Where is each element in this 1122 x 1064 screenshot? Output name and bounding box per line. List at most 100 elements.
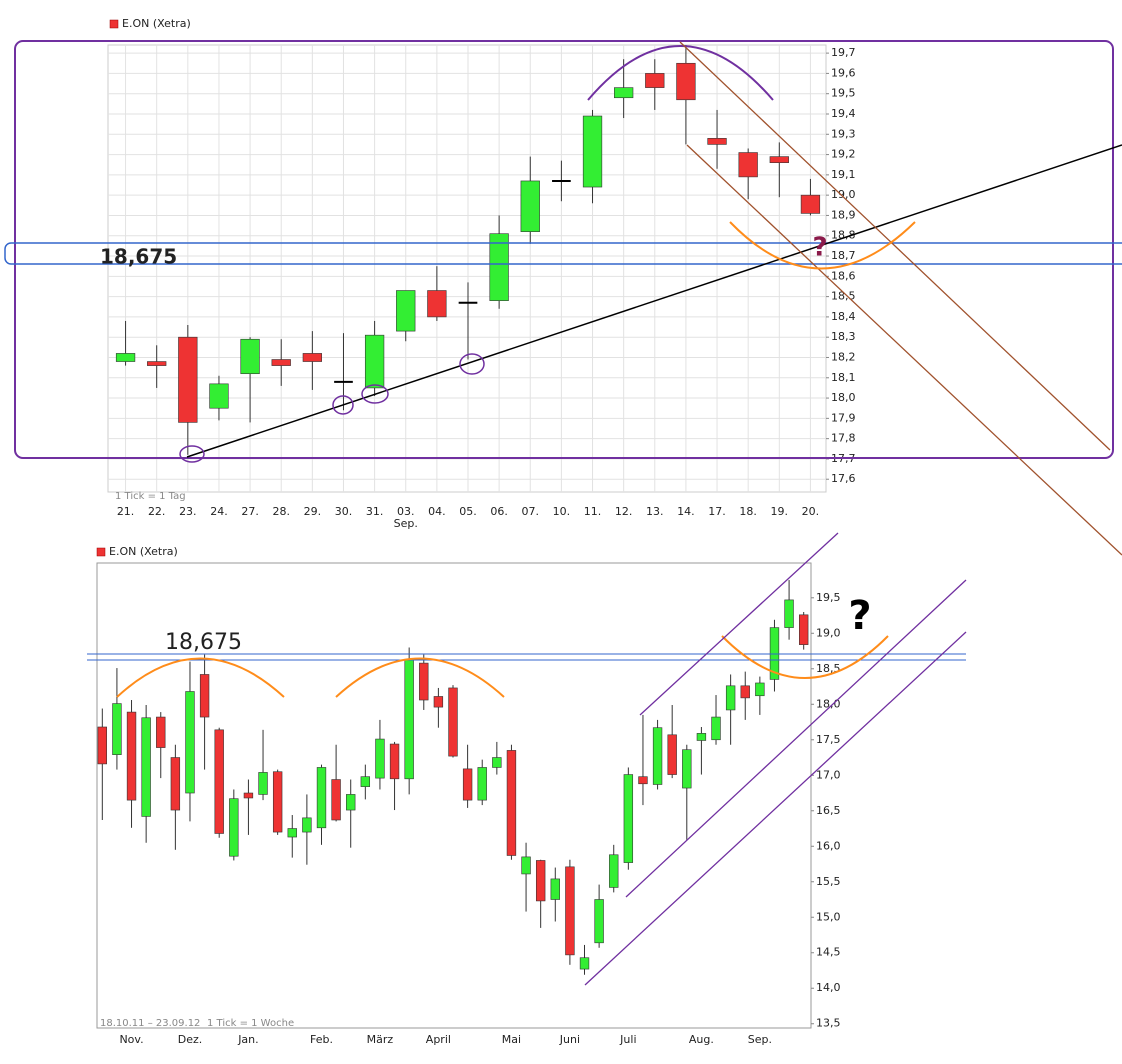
y-tick-label: 18,9	[831, 208, 856, 221]
candle-body	[740, 685, 750, 699]
candle-body	[209, 383, 229, 409]
candle-body	[419, 662, 429, 701]
y-tick-label: 18,3	[831, 330, 856, 343]
candle-body	[638, 776, 648, 785]
candle-body	[271, 359, 291, 366]
candle-body	[199, 674, 210, 718]
candle-body	[614, 87, 634, 99]
candle-body	[707, 138, 727, 145]
x-tick-label: 21.	[117, 505, 135, 518]
x-tick-label: 30.	[335, 505, 353, 518]
x-tick-label: 18.	[739, 505, 757, 518]
x-tick-label: Dez.	[178, 1033, 203, 1046]
y-tick-label: 19,5	[831, 87, 856, 100]
candle-body	[243, 792, 254, 799]
x-tick-label: Feb.	[310, 1033, 333, 1046]
x-tick-label: 13.	[646, 505, 664, 518]
x-tick-label: 29.	[304, 505, 322, 518]
candle-body	[364, 334, 385, 389]
candle-body	[396, 290, 416, 332]
y-tick-label: 18,5	[831, 290, 856, 303]
charts: E.ON (Xetra)17,617,717,817,918,018,118,2…	[96, 17, 856, 1046]
y-tick-label: 14,5	[816, 946, 841, 959]
candle-body	[682, 749, 692, 789]
candle-body	[676, 62, 696, 101]
y-tick-label: 17,0	[816, 768, 841, 781]
y-tick-label: 18,6	[831, 269, 856, 282]
candle-body	[550, 878, 560, 900]
y-tick-label: 18,5	[816, 662, 841, 675]
candle-body	[214, 729, 224, 834]
candle-body	[360, 776, 371, 787]
y-tick-label: 17,6	[831, 472, 856, 485]
candle-body	[302, 817, 312, 833]
candle-body	[375, 738, 385, 779]
y-tick-label: 13,5	[816, 1017, 841, 1030]
x-tick-label: 24.	[210, 505, 228, 518]
candle-body	[521, 856, 531, 875]
candle-body	[115, 353, 136, 362]
candle-body	[477, 767, 487, 801]
x-tick-label: 27.	[241, 505, 259, 518]
bottom-arc	[729, 221, 916, 270]
candle-body	[784, 599, 794, 628]
y-tick-label: 18,0	[831, 391, 856, 404]
candle-body	[755, 682, 765, 697]
y-tick-label: 18,7	[831, 249, 856, 262]
candle-body	[404, 659, 414, 780]
circle-mark	[459, 353, 485, 375]
candle-body	[667, 734, 677, 775]
top-arc	[587, 45, 774, 101]
plot-area	[107, 44, 827, 493]
candle-body	[389, 743, 400, 780]
x-tick-label: 07.	[522, 505, 540, 518]
candle-body	[156, 716, 166, 748]
channel-line	[584, 631, 967, 986]
candle-body	[240, 338, 260, 375]
x-tick-label: Aug.	[689, 1033, 714, 1046]
y-tick-label: 18,2	[831, 350, 856, 363]
circle-mark	[361, 384, 389, 404]
question-mark: ?	[848, 593, 871, 639]
candle-body	[141, 717, 151, 817]
x-tick-label: 14.	[677, 505, 695, 518]
candle-body	[316, 767, 327, 829]
candle-body	[287, 828, 297, 838]
candle-body	[769, 156, 789, 163]
candle-body	[579, 957, 590, 970]
x-tick-label: 28.	[272, 505, 290, 518]
y-tick-label: 19,0	[831, 188, 856, 201]
candle-body	[185, 691, 195, 794]
x-tick-label: 22.	[148, 505, 166, 518]
x-sublabel: Sep.	[394, 517, 418, 530]
candle-body	[506, 750, 517, 856]
arc	[721, 635, 889, 679]
x-tick-label: Jan.	[237, 1033, 258, 1046]
candle-body	[112, 703, 122, 755]
candle-body	[229, 798, 239, 857]
x-tick-label: 19.	[771, 505, 789, 518]
arc	[116, 657, 285, 698]
candle-body	[427, 290, 447, 318]
channel-line	[639, 532, 839, 716]
y-tick-label: 15,0	[816, 910, 841, 923]
y-tick-label: 18,4	[831, 310, 856, 323]
trend-line	[186, 144, 1122, 458]
y-tick-label: 18,0	[816, 697, 841, 710]
y-tick-label: 17,8	[831, 432, 856, 445]
y-tick-label: 17,9	[831, 411, 856, 424]
channel-line	[686, 144, 1122, 556]
candle-body	[652, 727, 663, 785]
candle-body	[800, 194, 821, 214]
candle-body	[645, 73, 665, 88]
x-tick-label: Nov.	[119, 1033, 143, 1046]
chart-title: E.ON (Xetra)	[109, 545, 178, 558]
candle-body	[433, 696, 444, 708]
y-tick-label: 19,6	[831, 66, 856, 79]
annotations: 18,675 ? 18,675?	[4, 40, 1122, 986]
candle-body	[520, 180, 540, 232]
candle-body	[448, 687, 458, 757]
candle-body	[489, 233, 509, 301]
y-tick-label: 19,5	[816, 591, 841, 604]
